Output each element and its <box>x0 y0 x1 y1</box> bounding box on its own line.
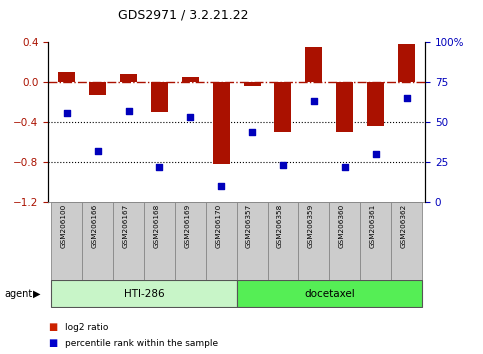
Bar <box>360 202 391 280</box>
Bar <box>329 202 360 280</box>
Bar <box>182 77 199 82</box>
Text: ■: ■ <box>48 338 57 348</box>
Bar <box>51 202 82 280</box>
Text: GSM206362: GSM206362 <box>400 204 407 249</box>
Text: log2 ratio: log2 ratio <box>65 323 109 332</box>
Bar <box>367 82 384 126</box>
Text: HTI-286: HTI-286 <box>124 289 164 299</box>
Text: GSM206100: GSM206100 <box>61 204 67 249</box>
Text: GSM206167: GSM206167 <box>123 204 128 249</box>
Bar <box>175 202 206 280</box>
Bar <box>305 47 322 82</box>
Bar <box>398 45 415 82</box>
Bar <box>274 82 291 132</box>
Bar <box>120 74 137 82</box>
Point <box>341 164 349 170</box>
Bar <box>51 280 237 307</box>
Text: GSM206361: GSM206361 <box>369 204 376 249</box>
Point <box>310 98 318 104</box>
Point <box>94 148 101 154</box>
Text: GDS2971 / 3.2.21.22: GDS2971 / 3.2.21.22 <box>118 8 249 21</box>
Point <box>63 110 71 115</box>
Bar <box>268 202 298 280</box>
Bar <box>58 72 75 82</box>
Bar <box>82 202 113 280</box>
Bar <box>391 202 422 280</box>
Point <box>186 115 194 120</box>
Text: GSM206359: GSM206359 <box>308 204 314 249</box>
Text: GSM206358: GSM206358 <box>277 204 283 249</box>
Text: GSM206170: GSM206170 <box>215 204 221 249</box>
Point <box>403 95 411 101</box>
Text: GSM206360: GSM206360 <box>339 204 345 249</box>
Text: agent: agent <box>5 289 33 299</box>
Point <box>217 183 225 189</box>
Bar <box>336 82 353 132</box>
Bar <box>237 202 268 280</box>
Bar <box>243 82 261 86</box>
Point <box>248 129 256 135</box>
Point <box>156 164 163 170</box>
Text: ■: ■ <box>48 322 57 332</box>
Text: GSM206166: GSM206166 <box>92 204 98 249</box>
Bar <box>89 82 106 95</box>
Text: GSM206168: GSM206168 <box>154 204 159 249</box>
Bar <box>298 202 329 280</box>
Bar <box>206 202 237 280</box>
Text: ▶: ▶ <box>32 289 40 299</box>
Bar <box>237 280 422 307</box>
Text: percentile rank within the sample: percentile rank within the sample <box>65 339 218 348</box>
Bar <box>113 202 144 280</box>
Text: docetaxel: docetaxel <box>304 289 355 299</box>
Point <box>125 108 132 114</box>
Text: GSM206169: GSM206169 <box>185 204 190 249</box>
Text: GSM206357: GSM206357 <box>246 204 252 249</box>
Bar <box>151 82 168 112</box>
Bar <box>144 202 175 280</box>
Bar <box>213 82 230 164</box>
Point <box>372 151 380 157</box>
Point <box>279 162 287 168</box>
